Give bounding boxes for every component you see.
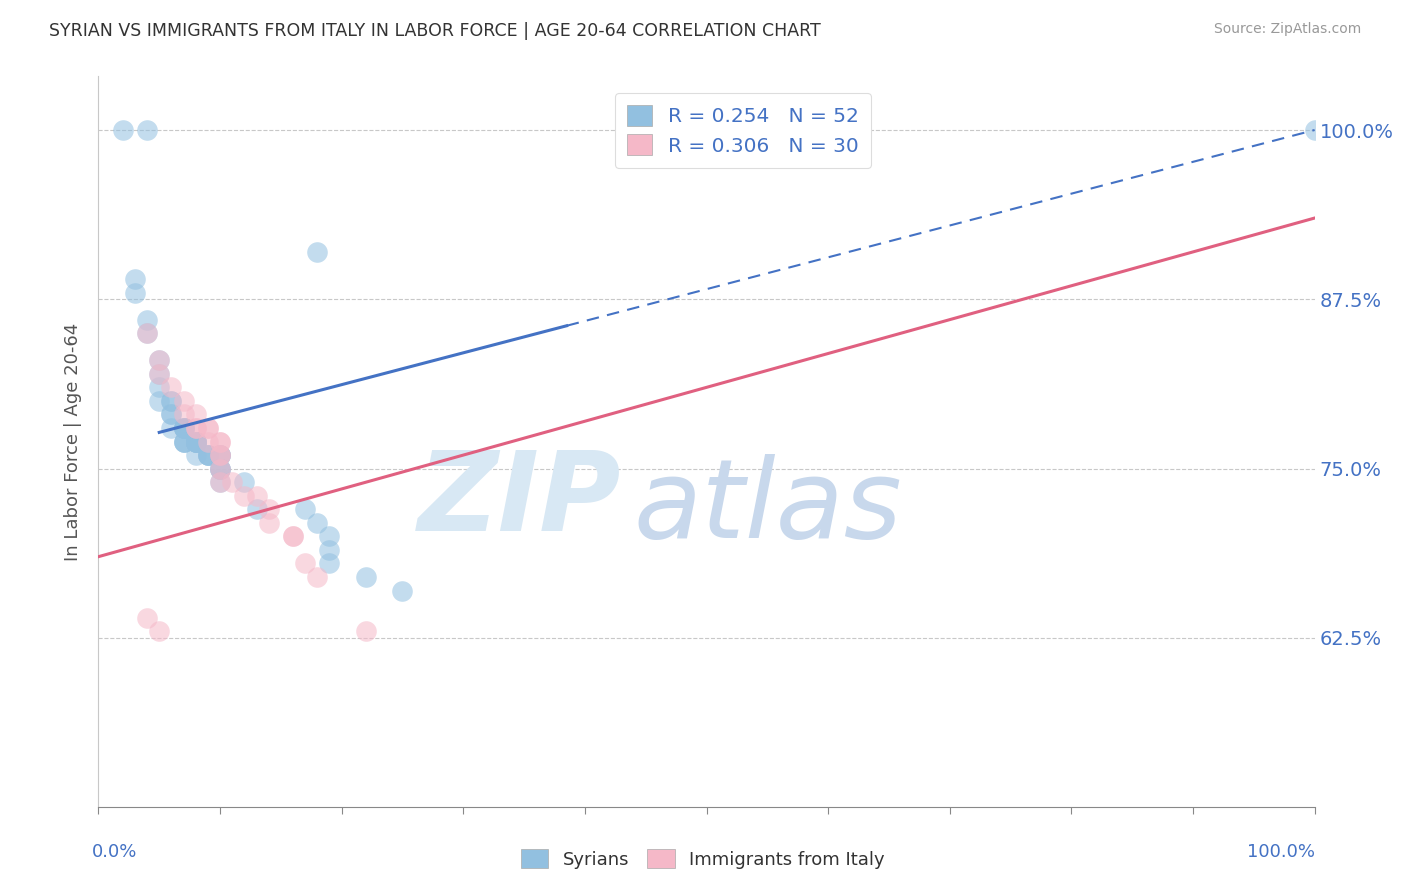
Point	[136, 123, 159, 137]
Point	[281, 529, 304, 543]
Point	[391, 583, 413, 598]
Point	[354, 624, 377, 639]
Point	[281, 529, 304, 543]
Point	[148, 380, 170, 394]
Point	[209, 475, 232, 490]
Point	[160, 408, 183, 422]
Point	[197, 434, 219, 449]
Point	[354, 570, 377, 584]
Point	[136, 326, 159, 341]
Point	[209, 461, 232, 475]
Point	[184, 434, 207, 449]
Point	[257, 516, 280, 530]
Point	[148, 353, 170, 368]
Point	[221, 475, 243, 490]
Point	[197, 421, 219, 435]
Point	[209, 448, 232, 462]
Point	[160, 380, 183, 394]
Point	[184, 434, 207, 449]
Point	[136, 610, 159, 624]
Point	[209, 461, 232, 475]
Point	[318, 542, 340, 557]
Point	[173, 434, 195, 449]
Point	[209, 461, 232, 475]
Point	[245, 489, 267, 503]
Point	[233, 475, 256, 490]
Point	[209, 434, 232, 449]
Point	[148, 624, 170, 639]
Text: SYRIAN VS IMMIGRANTS FROM ITALY IN LABOR FORCE | AGE 20-64 CORRELATION CHART: SYRIAN VS IMMIGRANTS FROM ITALY IN LABOR…	[49, 22, 821, 40]
Legend: R = 0.254   N = 52, R = 0.306   N = 30: R = 0.254 N = 52, R = 0.306 N = 30	[616, 93, 870, 168]
Text: atlas: atlas	[634, 454, 903, 561]
Point	[294, 502, 316, 516]
Point	[173, 421, 195, 435]
Point	[184, 448, 207, 462]
Text: 100.0%: 100.0%	[1247, 843, 1315, 861]
Point	[173, 393, 195, 408]
Point	[184, 434, 207, 449]
Y-axis label: In Labor Force | Age 20-64: In Labor Force | Age 20-64	[65, 322, 83, 561]
Point	[209, 448, 232, 462]
Point	[184, 434, 207, 449]
Point	[124, 285, 146, 300]
Point	[136, 312, 159, 326]
Point	[148, 367, 170, 381]
Text: ZIP: ZIP	[418, 447, 621, 554]
Point	[148, 353, 170, 368]
Point	[173, 434, 195, 449]
Point	[197, 421, 219, 435]
Point	[209, 434, 232, 449]
Point	[160, 408, 183, 422]
Point	[197, 448, 219, 462]
Point	[184, 421, 207, 435]
Point	[136, 326, 159, 341]
Point	[124, 272, 146, 286]
Point	[173, 421, 195, 435]
Point	[307, 244, 329, 259]
Point	[1303, 123, 1326, 137]
Text: 0.0%: 0.0%	[91, 843, 136, 861]
Point	[184, 434, 207, 449]
Point	[160, 393, 183, 408]
Point	[111, 123, 134, 137]
Point	[184, 421, 207, 435]
Point	[233, 489, 256, 503]
Point	[197, 448, 219, 462]
Point	[294, 557, 316, 571]
Point	[307, 570, 329, 584]
Point	[160, 421, 183, 435]
Point	[173, 421, 195, 435]
Text: Source: ZipAtlas.com: Source: ZipAtlas.com	[1213, 22, 1361, 37]
Point	[307, 516, 329, 530]
Point	[184, 434, 207, 449]
Point	[318, 529, 340, 543]
Point	[148, 393, 170, 408]
Point	[184, 408, 207, 422]
Point	[160, 393, 183, 408]
Point	[257, 502, 280, 516]
Point	[173, 421, 195, 435]
Point	[148, 367, 170, 381]
Point	[209, 448, 232, 462]
Point	[318, 557, 340, 571]
Point	[209, 475, 232, 490]
Point	[173, 434, 195, 449]
Point	[209, 461, 232, 475]
Point	[173, 408, 195, 422]
Point	[173, 421, 195, 435]
Point	[209, 448, 232, 462]
Point	[197, 448, 219, 462]
Legend: Syrians, Immigrants from Italy: Syrians, Immigrants from Italy	[515, 842, 891, 876]
Point	[245, 502, 267, 516]
Point	[209, 448, 232, 462]
Point	[197, 448, 219, 462]
